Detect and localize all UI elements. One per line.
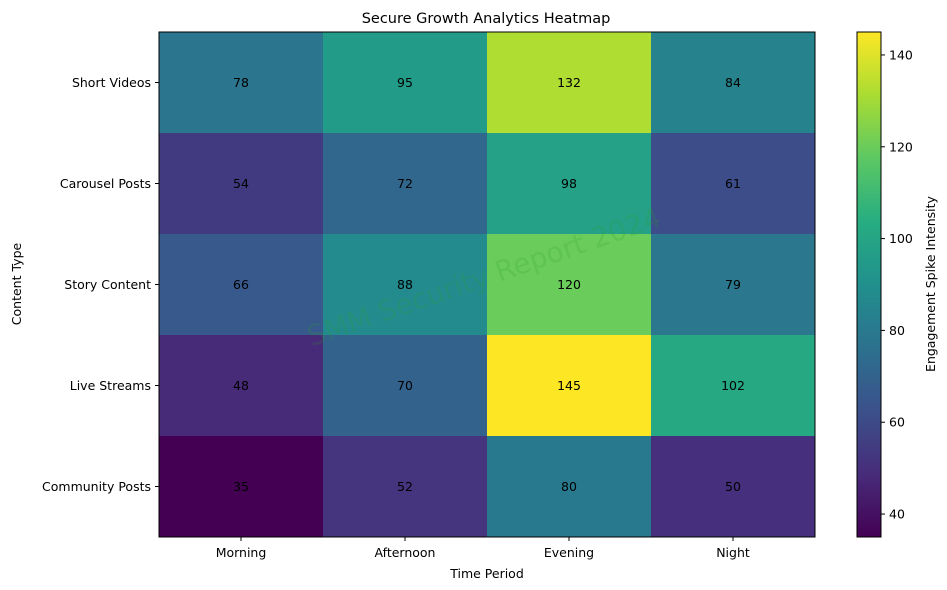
- heatmap-cell: [651, 335, 816, 437]
- colorbar-tick-label: 80: [889, 323, 905, 338]
- colorbar: 40 60 80 100 120 140 Engagement Spike Intensit…: [856, 31, 938, 538]
- y-tick-label: Story Content: [64, 277, 151, 292]
- heatmap-cells: [159, 32, 816, 538]
- heatmap-cell: [487, 32, 652, 134]
- colorbar-tick-label: 40: [889, 507, 905, 522]
- colorbar-tick-label: 100: [889, 231, 913, 246]
- heatmap-cell: [487, 335, 652, 437]
- x-axis-ticks: Morning Afternoon Evening Night: [216, 537, 750, 560]
- cell-value-label: 95: [397, 75, 413, 90]
- heatmap-cell: [323, 32, 488, 134]
- cell-value-label: 52: [397, 479, 413, 494]
- cell-value-label: 102: [721, 378, 745, 393]
- heatmap-cell: [651, 436, 816, 538]
- colorbar-gradient: [856, 31, 882, 538]
- heatmap-cell: [487, 133, 652, 235]
- x-tick-label: Morning: [216, 545, 267, 560]
- heatmap-cell: [159, 32, 324, 134]
- cell-value-label: 84: [725, 75, 741, 90]
- heatmap-cell: [323, 335, 488, 437]
- heatmap-cell-labels: 78 95 132 84 54 72 98 61 66 88 120 79 48 70 145 102 35 52…: [233, 75, 745, 494]
- chart-title: Secure Growth Analytics Heatmap: [362, 11, 611, 27]
- colorbar-label: Engagement Spike Intensity: [923, 195, 938, 372]
- colorbar-tick-label: 120: [889, 139, 913, 154]
- cell-value-label: 61: [725, 176, 741, 191]
- cell-value-label: 98: [561, 176, 577, 191]
- cell-value-label: 88: [397, 277, 413, 292]
- cell-value-label: 48: [233, 378, 249, 393]
- y-axis-label: Content Type: [9, 242, 24, 325]
- heatmap-cell: [159, 133, 324, 235]
- cell-value-label: 35: [233, 479, 249, 494]
- heatmap-cell: [323, 234, 488, 336]
- y-tick-label: Live Streams: [70, 378, 151, 393]
- x-axis-label: Time Period: [449, 566, 524, 581]
- heatmap-cell: [323, 436, 488, 538]
- colorbar-tick-label: 140: [889, 47, 913, 62]
- heatmap-cell: [651, 32, 816, 134]
- cell-value-label: 78: [233, 75, 249, 90]
- cell-value-label: 132: [557, 75, 581, 90]
- heatmap-cell: [159, 335, 324, 437]
- cell-value-label: 54: [233, 176, 249, 191]
- heatmap-cell: [159, 436, 324, 538]
- cell-value-label: 79: [725, 277, 741, 292]
- cell-value-label: 66: [233, 277, 249, 292]
- heatmap-cell: [487, 436, 652, 538]
- y-tick-label: Community Posts: [42, 479, 151, 494]
- y-tick-label: Short Videos: [72, 75, 151, 90]
- heatmap-cell: [651, 133, 816, 235]
- x-tick-label: Evening: [544, 545, 594, 560]
- cell-value-label: 50: [725, 479, 741, 494]
- x-tick-label: Afternoon: [375, 545, 436, 560]
- cell-value-label: 145: [557, 378, 581, 393]
- heatmap-cell: [159, 234, 324, 336]
- cell-value-label: 70: [397, 378, 413, 393]
- heatmap-cell: [323, 133, 488, 235]
- cell-value-label: 80: [561, 479, 577, 494]
- x-tick-label: Night: [716, 545, 750, 560]
- y-tick-label: Carousel Posts: [60, 176, 151, 191]
- heatmap-cell: [487, 234, 652, 336]
- colorbar-tick-label: 60: [889, 415, 905, 430]
- y-axis-ticks: Short Videos Carousel Posts Story Content L…: [42, 75, 159, 494]
- cell-value-label: 72: [397, 176, 413, 191]
- cell-value-label: 120: [557, 277, 581, 292]
- heatmap-cell: [651, 234, 816, 336]
